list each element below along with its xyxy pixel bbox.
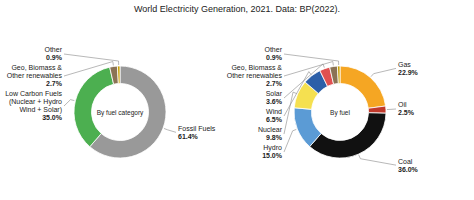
leader-line xyxy=(284,62,333,77)
leader-line xyxy=(284,64,324,98)
category-label: Hydro xyxy=(263,144,282,152)
leader-line xyxy=(371,68,396,76)
leader-line xyxy=(387,108,396,110)
leader-line xyxy=(64,54,119,65)
category-label: Nuclear xyxy=(258,126,283,133)
data-label: 22.9% xyxy=(398,69,419,76)
slice xyxy=(310,113,386,158)
slice xyxy=(337,66,340,84)
category-label: Solar xyxy=(266,90,283,97)
labels: Gas22.9% Oil2.5% Coal36.0% Hydro15.0% Nuclea… xyxy=(227,46,419,172)
donut-chart: By fuel category xyxy=(74,66,166,158)
leader-line xyxy=(284,129,296,152)
slice xyxy=(74,67,114,147)
category-label: Oil xyxy=(398,101,407,108)
category-label: Geo, Biomass &Other renewables xyxy=(7,64,63,79)
leader-line xyxy=(284,54,339,65)
data-label: 2.5% xyxy=(398,109,415,116)
category-label: Geo, Biomass &Other renewables xyxy=(227,64,283,79)
category-label: Other xyxy=(44,46,62,53)
category-label: Fossil Fuels xyxy=(178,125,216,132)
data-label: 15.0% xyxy=(262,152,283,159)
category-label: Gas xyxy=(398,61,411,68)
donut-chart: By fuel xyxy=(294,66,386,158)
data-label: 9.8% xyxy=(266,134,283,141)
slice xyxy=(110,66,119,84)
labels: Fossil Fuels61.4% Low Carbon Fuels(Nuclea… xyxy=(5,46,216,139)
data-label: 61.4% xyxy=(178,133,199,140)
slice xyxy=(368,106,386,113)
leader-line xyxy=(64,100,74,106)
leader-line xyxy=(359,155,396,165)
data-label: 2.7% xyxy=(266,80,283,87)
slice xyxy=(330,66,339,84)
data-label: 0.9% xyxy=(46,54,63,61)
category-label: Coal xyxy=(398,158,413,165)
slice xyxy=(294,108,321,147)
data-label: 6.5% xyxy=(266,116,283,123)
leader-line xyxy=(284,72,311,116)
data-label: 0.9% xyxy=(266,54,283,61)
chart: World Electricity Generation, 2021. Data… xyxy=(0,0,474,200)
data-label: 35.0% xyxy=(42,114,63,121)
data-label: 36.0% xyxy=(398,166,419,173)
center-label: By fuel category xyxy=(97,109,144,117)
category-label: Low Carbon Fuels(Nuclear + HydroWind + S… xyxy=(5,90,62,114)
category-label: Wind xyxy=(266,108,282,115)
slice xyxy=(117,66,120,84)
title: World Electricity Generation, 2021. Data… xyxy=(134,4,340,14)
data-label: 2.7% xyxy=(46,80,63,87)
center-label: By fuel xyxy=(330,109,350,117)
leader-line xyxy=(164,128,176,132)
leader-line xyxy=(64,62,113,77)
category-label: Other xyxy=(264,46,282,53)
data-label: 3.6% xyxy=(266,98,283,105)
